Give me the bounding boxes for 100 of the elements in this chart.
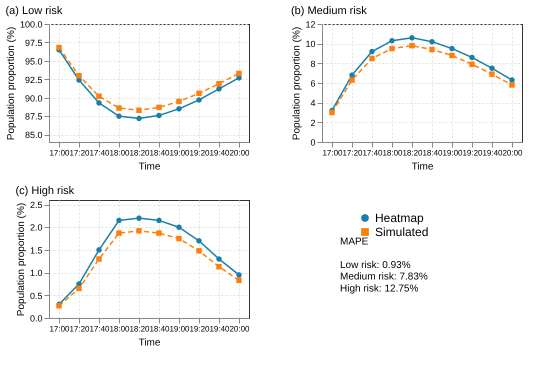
point: [156, 112, 162, 118]
chart-title: (c) High risk: [15, 185, 75, 197]
point: [236, 278, 242, 284]
y-tick-label: 1.5: [30, 245, 42, 256]
y-tick-label: 2: [310, 118, 316, 128]
point: [156, 218, 162, 224]
y-tick-label: 12: [305, 20, 316, 30]
point: [156, 104, 162, 110]
point: [429, 46, 435, 52]
x-tick-label: 18:40: [422, 148, 444, 158]
point: [136, 108, 142, 114]
x-tick-label: 17:20: [69, 324, 90, 334]
x-axis-title: Time: [138, 338, 161, 348]
point: [136, 215, 142, 221]
x-tick-label: 17:20: [342, 148, 364, 158]
x-tick-label: 17:20: [69, 148, 90, 158]
point: [96, 100, 102, 106]
point: [96, 247, 102, 253]
y-tick-label: 0.5: [30, 290, 42, 301]
point: [449, 52, 455, 58]
point: [469, 62, 475, 68]
point: [489, 66, 495, 71]
x-tick-label: 20:00: [502, 148, 524, 158]
x-axis-title: Time: [138, 162, 161, 172]
x-tick-label: 19:20: [189, 148, 210, 158]
point: [176, 224, 182, 230]
y-tick-label: 4: [310, 98, 316, 108]
text: MAPE: [340, 236, 369, 248]
x-tick-label: 19:40: [482, 148, 504, 158]
legend-label: Heatmap: [375, 211, 424, 225]
chart-title: (b) Medium risk: [290, 5, 368, 17]
point: [156, 230, 162, 236]
point: [196, 238, 202, 244]
x-tick-label: 20:00: [229, 324, 250, 334]
text: Medium risk: 7.83%: [340, 272, 428, 283]
point: [96, 94, 102, 100]
point: [216, 86, 222, 92]
y-tick-label: 85.0: [24, 130, 42, 140]
point: [116, 218, 122, 224]
x-tick-label: 19:40: [209, 148, 230, 158]
point: [489, 71, 495, 77]
text: High risk: 12.75%: [340, 284, 418, 294]
y-axis-title: Population proportion (%): [16, 202, 27, 316]
point: [409, 42, 415, 48]
x-tick-label: 17:40: [89, 324, 110, 334]
point: [196, 248, 202, 254]
point: [176, 236, 182, 242]
point: [196, 90, 202, 96]
x-tick-label: 18:40: [149, 148, 170, 158]
chart-title: (a) Low risk: [5, 5, 63, 17]
x-tick-label: 18:20: [129, 148, 150, 158]
y-tick-label: 100.0: [20, 20, 42, 30]
x-tick-label: 17:00: [49, 148, 70, 158]
x-tick-label: 18:00: [109, 148, 130, 158]
point: [369, 48, 375, 54]
point: [236, 272, 242, 278]
x-tick-label: 18:00: [109, 324, 130, 334]
x-axis-title: Time: [412, 162, 434, 172]
point: [389, 38, 395, 44]
point: [136, 116, 142, 122]
x-tick-label: 19:20: [462, 148, 484, 158]
point: [349, 72, 355, 78]
y-tick-label: 2.0: [30, 222, 42, 233]
x-tick-label: 17:40: [362, 148, 384, 158]
point: [116, 230, 122, 236]
point: [349, 77, 355, 83]
point: [76, 72, 82, 78]
point: [469, 54, 475, 60]
x-tick-label: 18:20: [129, 324, 150, 334]
y-axis-title: Population proportion (%): [291, 26, 302, 140]
point: [176, 98, 182, 104]
x-tick-label: 19:00: [169, 148, 190, 158]
x-tick-label: 17:00: [49, 324, 70, 334]
y-axis-title: Population proportion (%): [6, 26, 17, 140]
point: [369, 56, 375, 62]
x-tick-label: 18:20: [402, 148, 424, 158]
x-tick-label: 17:00: [322, 148, 344, 158]
x-tick-label: 18:00: [382, 148, 404, 158]
y-tick-label: 92.5: [24, 74, 42, 85]
x-tick-label: 19:40: [209, 324, 230, 334]
x-tick-label: 20:00: [229, 148, 250, 158]
y-tick-label: 6: [310, 78, 316, 88]
y-tick-label: 0.0: [30, 314, 42, 324]
x-tick-label: 17:40: [89, 148, 110, 158]
point: [116, 113, 122, 119]
point: [56, 44, 62, 50]
point: [509, 82, 515, 88]
y-tick-label: 97.5: [24, 38, 42, 48]
text: Low risk: 0.93%: [340, 260, 411, 271]
point: [389, 46, 395, 52]
y-tick-label: 2.5: [30, 200, 42, 210]
point: [116, 105, 122, 111]
point: [176, 106, 182, 112]
point: [236, 70, 242, 76]
y-tick-label: 90.0: [24, 93, 42, 104]
y-tick-label: 8: [310, 58, 316, 69]
point: [216, 256, 222, 262]
y-tick-label: 1.0: [30, 268, 42, 278]
y-tick-label: 10: [305, 39, 316, 50]
x-tick-label: 19:00: [442, 148, 464, 158]
